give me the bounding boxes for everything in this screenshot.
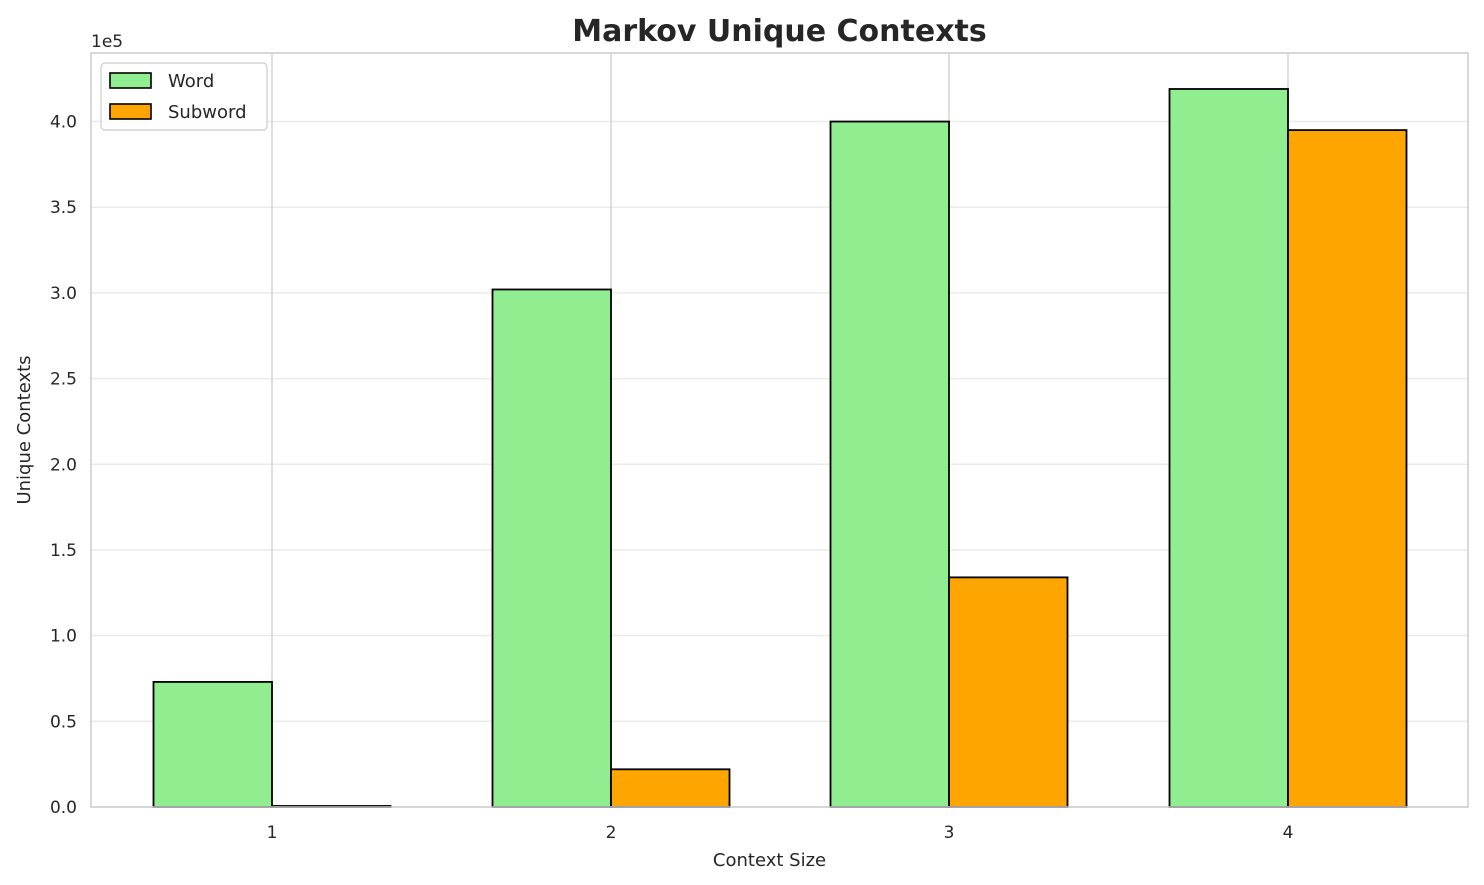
- y-tick-label: 4.0: [50, 113, 77, 133]
- bar-subword-2: [610, 768, 731, 808]
- plot-frame: [90, 52, 1469, 808]
- y-tick-label: 1.5: [50, 541, 77, 561]
- y-axis-label: Unique Contexts: [14, 355, 35, 504]
- y-offset-label: 1e5: [91, 32, 123, 52]
- y-tick-label: 2.5: [50, 370, 77, 390]
- y-tick-label: 2.0: [50, 455, 77, 475]
- y-tick-label: 0.0: [50, 798, 77, 818]
- bars: [152, 88, 1408, 808]
- x-axis-label: Context Size: [713, 850, 826, 871]
- x-tick-label: 2: [606, 823, 617, 843]
- bar-word-4: [1168, 88, 1289, 808]
- y-tick-label: 0.5: [50, 712, 77, 732]
- bar-word-3: [829, 120, 950, 808]
- bar-word-2: [491, 288, 612, 808]
- legend-label-subword: Subword: [168, 102, 247, 123]
- bar-subword-3: [948, 576, 1069, 808]
- legend-swatch-word: [109, 72, 152, 89]
- x-tick-label: 3: [944, 823, 955, 843]
- bar-subword-4: [1287, 129, 1408, 808]
- y-tick-label: 1.0: [50, 627, 77, 647]
- x-tick-label: 4: [1283, 823, 1294, 843]
- tick-labels: 0.0 0.5 1.0 1.5 2.0 2.5 3.0 3.5 4.0 1 2 3 4: [50, 113, 1293, 843]
- y-tick-label: 3.5: [50, 198, 77, 218]
- x-tick-label: 1: [267, 823, 278, 843]
- legend-label-word: Word: [168, 71, 214, 92]
- chart-title: Markov Unique Contexts: [572, 14, 987, 49]
- y-tick-label: 3.0: [50, 284, 77, 304]
- legend: Word Subword: [100, 62, 268, 131]
- legend-swatch-subword: [109, 103, 152, 120]
- bar-word-1: [152, 681, 273, 808]
